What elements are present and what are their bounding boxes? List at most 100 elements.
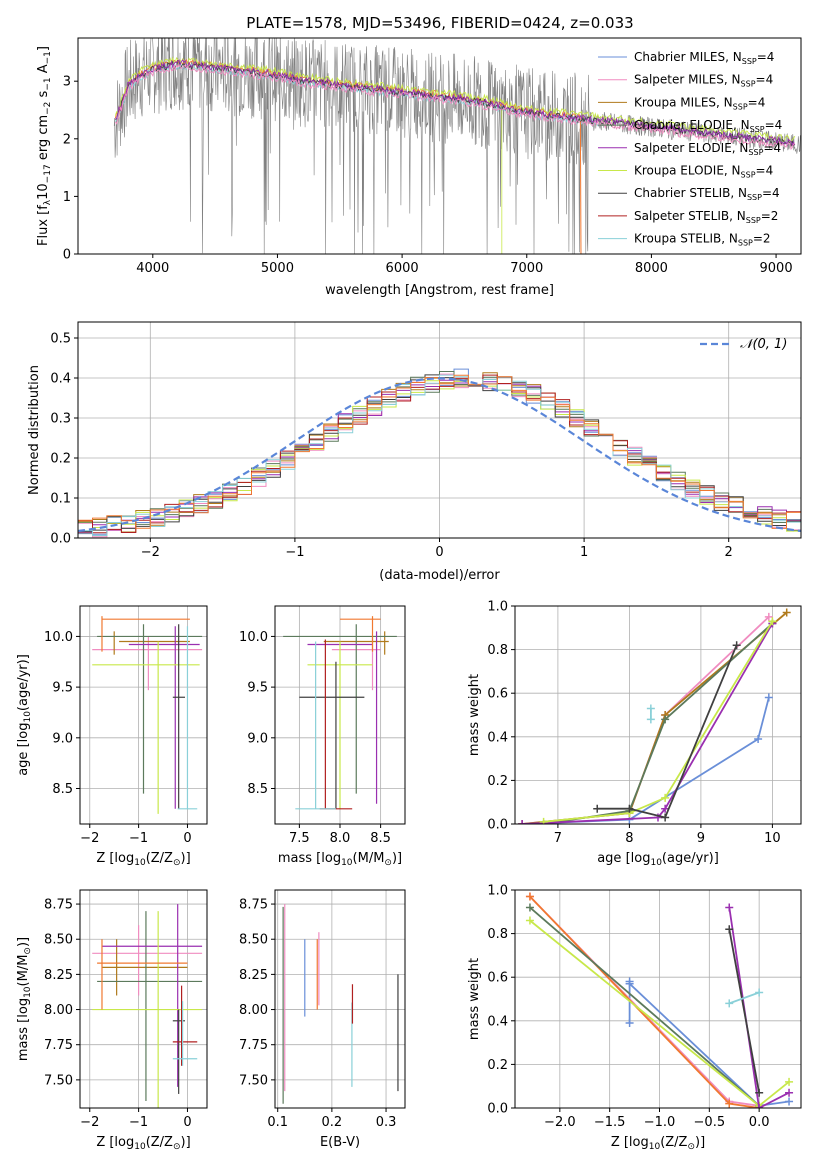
y-tick-label: 8.5 — [247, 782, 268, 797]
series-marker — [646, 704, 655, 713]
histogram-step-line — [78, 374, 801, 529]
series-marker — [525, 892, 534, 901]
y-tick-label: 0.3 — [50, 412, 71, 427]
label-span: ⊙ — [384, 858, 392, 868]
axes-frame — [79, 605, 208, 825]
x-tick-label: 9 — [697, 831, 705, 846]
legend-item-text: Kroupa STELIB, NSSP=2 — [634, 232, 771, 248]
plot-area — [283, 616, 397, 810]
histogram-step-line — [78, 374, 801, 534]
legend-span: SSP — [741, 80, 756, 89]
legend-item-text: Chabrier MILES, NSSP=4 — [634, 50, 774, 66]
series-marker — [725, 999, 734, 1008]
axes-frame — [274, 889, 406, 1109]
y-tick-label: 7.75 — [44, 1038, 73, 1053]
label-span: λ — [43, 199, 53, 205]
legend-span: SSP — [747, 193, 762, 202]
legend-item-text: 𝒩(0, 1) — [740, 337, 787, 352]
legend-span: =4 — [762, 186, 780, 200]
series-marker — [785, 1097, 794, 1106]
series-line — [543, 620, 774, 823]
y-tick-label: 9.5 — [52, 681, 73, 696]
x-tick-label: 0.1 — [267, 1115, 288, 1130]
x-tick-label: −0.5 — [694, 1115, 726, 1130]
y-axis-label: mass [log10(M/M⊙)] — [16, 937, 33, 1061]
legend-span: SSP — [748, 148, 763, 157]
legend-span: =4 — [756, 164, 774, 178]
y-tick-label: 10.0 — [44, 630, 73, 645]
x-tick-label: 8 — [625, 831, 633, 846]
y-tick-label: 0.8 — [487, 643, 508, 658]
y-tick-label: 7.50 — [44, 1073, 73, 1088]
y-tick-label: 0.0 — [50, 532, 71, 547]
legend-span: Salpeter MILES, N — [634, 73, 741, 87]
label-span: A — [36, 64, 51, 77]
legend-span: Kroupa ELODIE, N — [634, 164, 741, 178]
legend-span: Salpeter ELODIE, N — [634, 141, 748, 155]
legend-item-text: Kroupa MILES, NSSP=4 — [634, 95, 765, 111]
x-tick-label: 9000 — [760, 261, 793, 276]
plot-area — [92, 616, 203, 814]
legend-span: =4 — [763, 141, 781, 155]
model-spectrum-line — [115, 63, 796, 151]
label-span: −1 — [43, 51, 53, 64]
x-tick-label: −2 — [80, 831, 99, 846]
massweight-vs-metallicity-panel: −2.0 −1.5 −1.0 −0.5 0.0 0.0 0.2 0.4 0.6 0.8 1.0 Z [… — [467, 884, 802, 1152]
label-span: Flux [f — [36, 205, 51, 246]
legend-span: SSP — [741, 171, 756, 180]
legend-span: SSP — [733, 102, 748, 111]
x-tick-label: 7.5 — [289, 831, 310, 846]
legend-span: Salpeter STELIB, N — [634, 209, 746, 223]
label-span: ⊙ — [23, 947, 33, 955]
legend-span: Kroupa MILES, N — [634, 95, 733, 109]
x-tick-label: 0 — [183, 831, 191, 846]
series-marker — [518, 820, 527, 824]
series-line — [728, 991, 760, 1005]
label-span: ⊙ — [173, 858, 181, 868]
y-axis-label: mass weight — [467, 958, 482, 1040]
label-span: )] — [181, 1135, 191, 1150]
series-marker — [725, 1099, 734, 1108]
label-span: mass [log — [16, 998, 31, 1061]
series-marker — [782, 608, 791, 617]
x-axis-label: mass [log10(M/M⊙)] — [278, 851, 402, 868]
y-tick-label: 3 — [63, 75, 71, 90]
y-tick-label: 0 — [63, 248, 71, 263]
y-tick-label: 0.4 — [487, 730, 508, 745]
label-span: )] — [392, 851, 402, 866]
series-marker — [768, 617, 777, 626]
x-tick-label: 4000 — [136, 261, 169, 276]
series-line — [529, 906, 760, 1107]
y-tick-label: 8.75 — [44, 898, 73, 913]
x-tick-label: −2 — [80, 1115, 99, 1130]
label-span: ] — [36, 46, 51, 51]
legend-item-text: Chabrier ELODIE, NSSP=4 — [634, 118, 782, 134]
series-marker — [785, 1077, 794, 1086]
label-span: (age/yr)] — [16, 654, 31, 711]
x-tick-label: 0.0 — [749, 1115, 770, 1130]
x-tick-label: −2 — [141, 545, 160, 560]
y-tick-label: 8.50 — [44, 933, 73, 948]
legend-span: =2 — [761, 209, 779, 223]
series-line — [728, 907, 790, 1108]
label-span: 10 — [341, 858, 353, 868]
y-tick-label: 8.50 — [239, 933, 268, 948]
label-span: 10 — [134, 1142, 146, 1152]
y-tick-label: 8.00 — [239, 1003, 268, 1018]
series-marker — [755, 988, 764, 997]
y-tick-label: 8.25 — [44, 968, 73, 983]
label-span: 10 — [23, 986, 33, 998]
age-vs-metallicity-panel: −2 −1 08.59.09.510.0Z [log10(Z/Z⊙)]age [lo… — [16, 605, 208, 868]
figure-title: PLATE=1578, MJD=53496, FIBERID=0424, z=0… — [246, 14, 633, 32]
label-span: 10 — [36, 183, 51, 200]
plot-area — [282, 904, 399, 1104]
model-cutoff-line — [579, 121, 582, 254]
axes-frame — [77, 37, 802, 255]
legend-span: =4 — [748, 95, 766, 109]
series-marker — [785, 1088, 794, 1097]
label-span: 10 — [650, 858, 662, 868]
x-tick-label: 2 — [725, 545, 733, 560]
x-tick-label: −1.0 — [644, 1115, 676, 1130]
